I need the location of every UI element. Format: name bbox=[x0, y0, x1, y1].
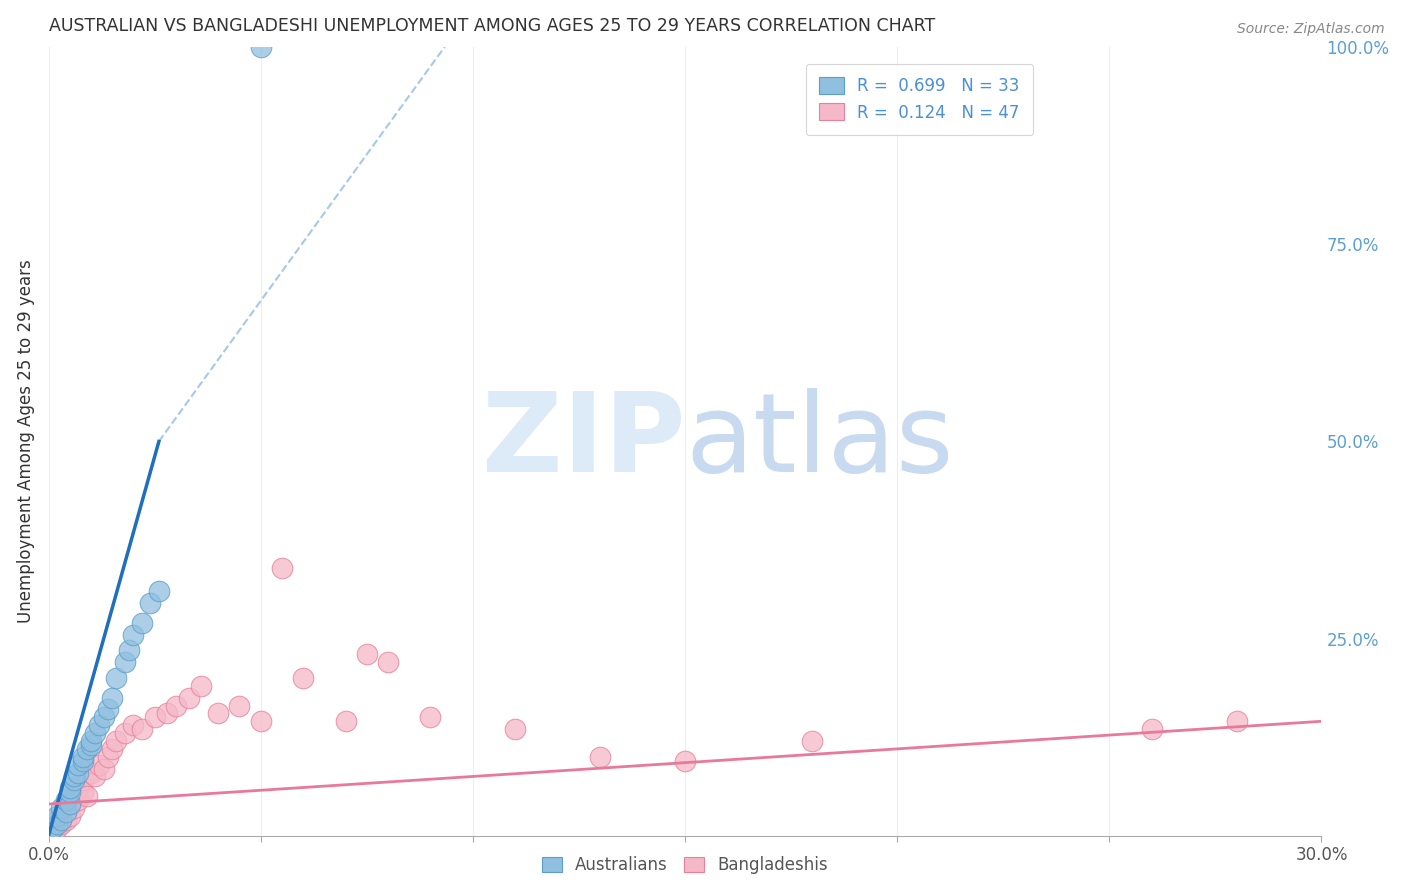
Point bbox=[271, 560, 294, 574]
Point bbox=[46, 809, 69, 823]
Point bbox=[59, 781, 82, 796]
Point bbox=[377, 655, 399, 669]
Point bbox=[114, 655, 136, 669]
Point bbox=[207, 706, 229, 721]
Point bbox=[51, 801, 73, 815]
Point bbox=[59, 785, 82, 799]
Point bbox=[46, 817, 69, 831]
Point bbox=[51, 809, 73, 823]
Point bbox=[38, 824, 60, 838]
Legend: Australians, Bangladeshis: Australians, Bangladeshis bbox=[533, 847, 837, 882]
Point bbox=[101, 742, 124, 756]
Point bbox=[249, 40, 271, 54]
Point bbox=[148, 584, 170, 599]
Point bbox=[503, 722, 526, 736]
Point bbox=[356, 648, 378, 662]
Point bbox=[46, 813, 69, 827]
Text: atlas: atlas bbox=[685, 388, 953, 495]
Text: ZIP: ZIP bbox=[482, 388, 685, 495]
Text: AUSTRALIAN VS BANGLADESHI UNEMPLOYMENT AMONG AGES 25 TO 29 YEARS CORRELATION CHA: AUSTRALIAN VS BANGLADESHI UNEMPLOYMENT A… bbox=[49, 17, 935, 35]
Point bbox=[97, 702, 120, 716]
Point bbox=[228, 698, 250, 713]
Point bbox=[72, 754, 94, 768]
Point bbox=[72, 785, 94, 799]
Point bbox=[93, 710, 115, 724]
Point bbox=[72, 749, 94, 764]
Point bbox=[122, 627, 145, 641]
Point bbox=[122, 718, 145, 732]
Point bbox=[55, 805, 77, 819]
Point bbox=[118, 643, 141, 657]
Point bbox=[101, 690, 124, 705]
Point bbox=[1226, 714, 1249, 729]
Y-axis label: Unemployment Among Ages 25 to 29 years: Unemployment Among Ages 25 to 29 years bbox=[17, 260, 35, 624]
Point bbox=[51, 813, 73, 827]
Point bbox=[89, 718, 111, 732]
Point bbox=[292, 671, 315, 685]
Point bbox=[42, 821, 65, 835]
Point bbox=[114, 726, 136, 740]
Point bbox=[89, 757, 111, 772]
Point bbox=[55, 813, 77, 827]
Point bbox=[51, 817, 73, 831]
Point bbox=[59, 797, 82, 811]
Point bbox=[80, 738, 103, 752]
Point bbox=[177, 690, 200, 705]
Point bbox=[84, 769, 107, 783]
Point bbox=[55, 805, 77, 819]
Point bbox=[67, 781, 90, 796]
Point bbox=[63, 789, 86, 804]
Point bbox=[131, 722, 153, 736]
Point bbox=[46, 821, 69, 835]
Point bbox=[59, 797, 82, 811]
Point bbox=[67, 765, 90, 780]
Point bbox=[673, 754, 696, 768]
Point bbox=[80, 765, 103, 780]
Point bbox=[63, 769, 86, 783]
Point bbox=[93, 762, 115, 776]
Point bbox=[76, 742, 98, 756]
Point bbox=[165, 698, 187, 713]
Point bbox=[63, 773, 86, 788]
Point bbox=[249, 714, 271, 729]
Point bbox=[72, 773, 94, 788]
Point bbox=[67, 793, 90, 807]
Point bbox=[38, 824, 60, 838]
Point bbox=[589, 749, 612, 764]
Point bbox=[335, 714, 357, 729]
Point bbox=[190, 679, 212, 693]
Point bbox=[801, 734, 824, 748]
Point bbox=[1140, 722, 1163, 736]
Point bbox=[67, 757, 90, 772]
Point bbox=[63, 801, 86, 815]
Point bbox=[105, 734, 128, 748]
Point bbox=[80, 734, 103, 748]
Text: Source: ZipAtlas.com: Source: ZipAtlas.com bbox=[1237, 22, 1385, 37]
Point bbox=[139, 596, 162, 610]
Point bbox=[156, 706, 179, 721]
Point bbox=[419, 710, 441, 724]
Point bbox=[143, 710, 166, 724]
Point bbox=[84, 726, 107, 740]
Point bbox=[97, 749, 120, 764]
Point bbox=[105, 671, 128, 685]
Point bbox=[55, 793, 77, 807]
Point bbox=[131, 615, 153, 630]
Point bbox=[59, 809, 82, 823]
Point bbox=[76, 789, 98, 804]
Point bbox=[42, 821, 65, 835]
